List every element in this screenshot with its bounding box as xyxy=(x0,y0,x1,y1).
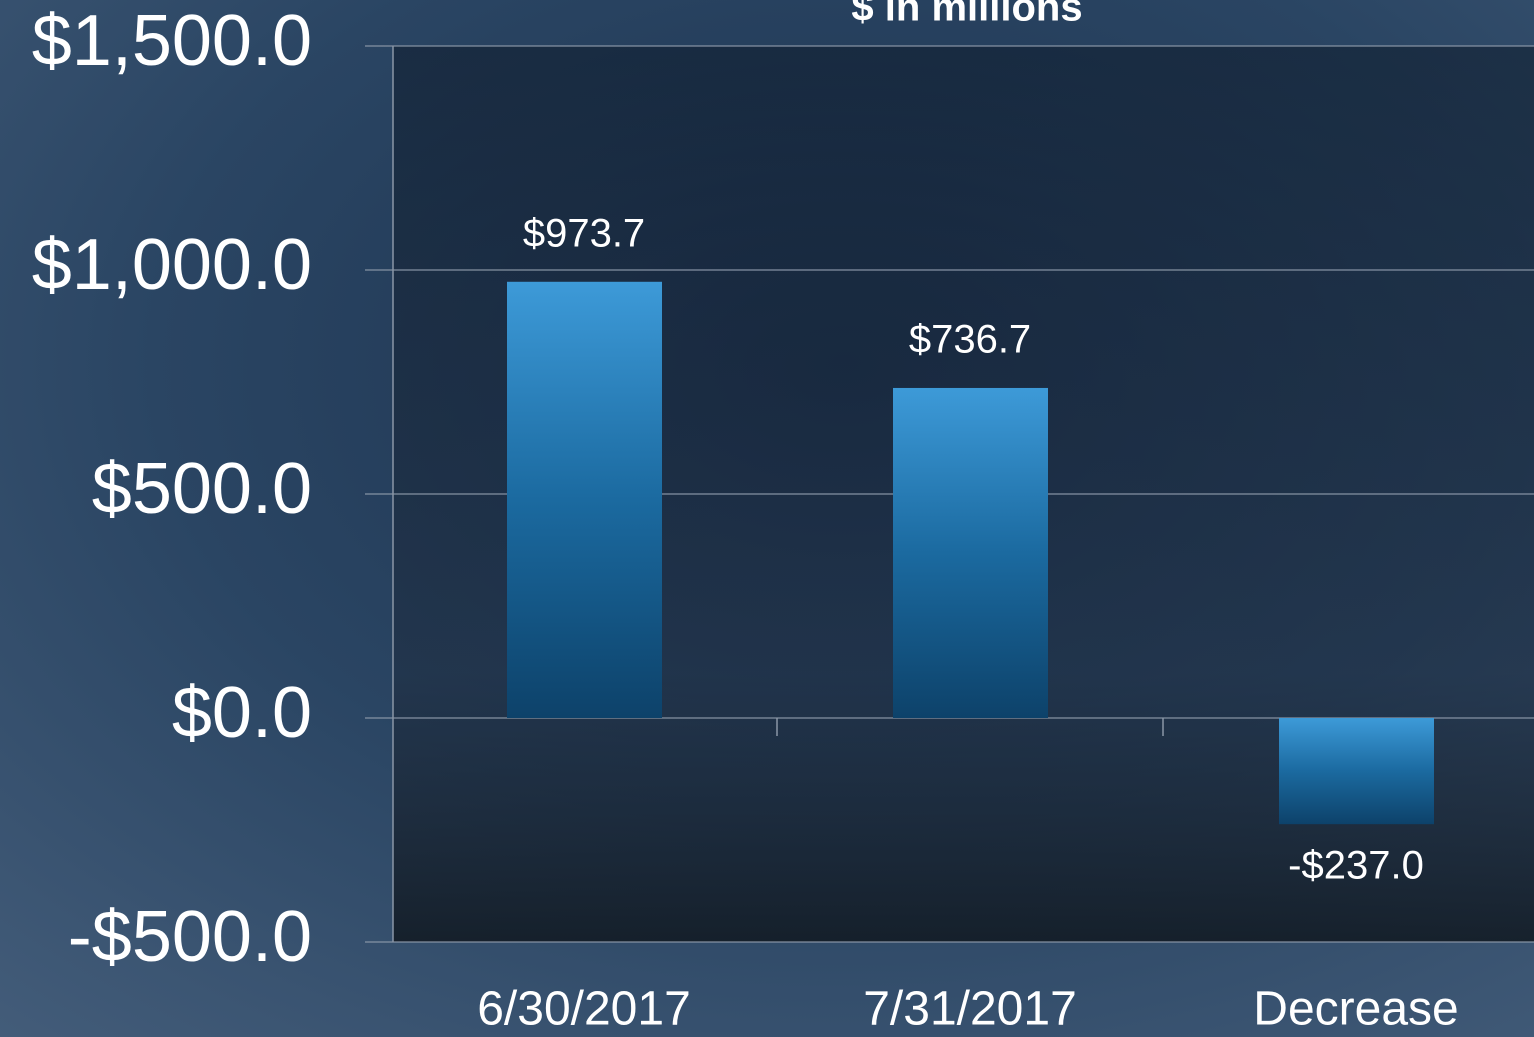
x-tick-label: Decrease xyxy=(1253,983,1458,1036)
y-tick-label: $0.0 xyxy=(172,673,312,753)
bar xyxy=(507,281,662,718)
x-tick-label: 6/30/2017 xyxy=(477,983,691,1036)
bar xyxy=(1279,718,1434,825)
x-tick-label: 7/31/2017 xyxy=(863,983,1077,1036)
value-label: $736.7 xyxy=(909,318,1031,362)
bar xyxy=(893,387,1048,718)
value-label: -$237.0 xyxy=(1288,844,1424,888)
y-tick-label: $1,500.0 xyxy=(32,1,312,81)
y-tick-label: -$500.0 xyxy=(68,897,312,977)
chart-title: $ in millions xyxy=(851,0,1082,30)
y-tick-label: $500.0 xyxy=(92,449,312,529)
y-tick-label: $1,000.0 xyxy=(32,225,312,305)
value-label: $973.7 xyxy=(523,211,645,255)
